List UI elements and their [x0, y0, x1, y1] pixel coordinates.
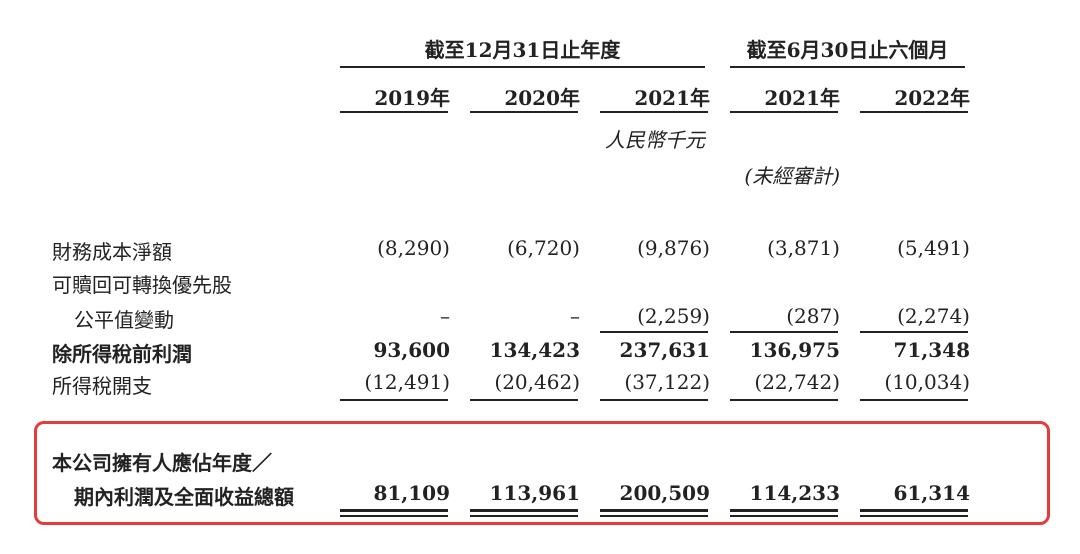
- total-label-line2: 期內利潤及全面收益總額: [74, 485, 294, 509]
- total-double-rule: [340, 509, 448, 512]
- total-double-rule: [470, 515, 578, 517]
- row-label-finance-costs: 財務成本淨額: [52, 240, 172, 264]
- total-double-rule: [730, 509, 838, 512]
- header-group-six-months: 截至6月30日止六個月: [746, 38, 949, 62]
- total-double-rule: [600, 509, 708, 512]
- cell: (12,491): [364, 370, 450, 394]
- cell: (37,122): [624, 370, 710, 394]
- year-header-2019: 2019年: [374, 86, 450, 110]
- total-cell: 81,109: [373, 481, 450, 505]
- subtotal-rule: [860, 331, 968, 333]
- cell: (3,871): [767, 236, 840, 260]
- cell: (5,491): [897, 236, 970, 260]
- year-header-2022-h1: 2022年: [894, 86, 970, 110]
- total-cell: 114,233: [749, 481, 840, 505]
- cell: (9,876): [637, 236, 710, 260]
- year-rule: [860, 111, 968, 113]
- year-rule: [730, 111, 838, 113]
- total-label-line1: 本公司擁有人應佔年度／: [52, 451, 272, 475]
- cell: 93,600: [373, 338, 450, 362]
- cell: –: [440, 304, 450, 328]
- cell: (6,720): [507, 236, 580, 260]
- year-header-2020: 2020年: [504, 86, 580, 110]
- cell: (2,274): [897, 304, 970, 328]
- cell: (2,259): [637, 304, 710, 328]
- total-double-rule: [470, 509, 578, 512]
- cell: (10,034): [884, 370, 970, 394]
- header-group-fiscal-year: 截至12月31日止年度: [424, 38, 621, 62]
- cell: (20,462): [494, 370, 580, 394]
- cell: 71,348: [893, 338, 970, 362]
- subtotal-rule: [470, 399, 578, 401]
- total-double-rule: [860, 515, 968, 517]
- header-group-rule-h1: [730, 66, 965, 68]
- subtotal-rule: [600, 331, 708, 333]
- unaudited-label: (未經審計): [744, 164, 840, 188]
- cell: 134,423: [489, 338, 580, 362]
- cell: –: [570, 304, 580, 328]
- year-rule: [600, 111, 708, 113]
- row-label-fair-value-change: 公平值變動: [74, 308, 174, 332]
- subtotal-rule: [730, 331, 838, 333]
- cell: (8,290): [377, 236, 450, 260]
- row-label-preferred-shares: 可贖回可轉換優先股: [52, 273, 232, 297]
- cell: (22,742): [754, 370, 840, 394]
- year-rule: [340, 111, 448, 113]
- year-header-2021: 2021年: [634, 86, 710, 110]
- year-rule: [470, 111, 578, 113]
- row-label-income-tax: 所得稅開支: [52, 374, 152, 398]
- row-label-profit-before-tax: 除所得稅前利潤: [52, 342, 192, 366]
- cell: 136,975: [749, 338, 840, 362]
- cell: (287): [786, 304, 840, 328]
- highlight-box: [34, 421, 1050, 525]
- total-double-rule: [600, 515, 708, 517]
- subtotal-rule: [600, 399, 708, 401]
- subtotal-rule: [730, 399, 838, 401]
- total-cell: 61,314: [893, 481, 970, 505]
- header-group-rule-fy: [340, 66, 705, 68]
- total-double-rule: [860, 509, 968, 512]
- total-double-rule: [340, 515, 448, 517]
- total-cell: 113,961: [489, 481, 580, 505]
- total-double-rule: [730, 515, 838, 517]
- total-cell: 200,509: [619, 481, 710, 505]
- subtotal-rule: [860, 399, 968, 401]
- unit-label: 人民幣千元: [605, 128, 705, 152]
- year-header-2021-h1: 2021年: [764, 86, 840, 110]
- cell: 237,631: [619, 338, 710, 362]
- subtotal-rule: [340, 399, 448, 401]
